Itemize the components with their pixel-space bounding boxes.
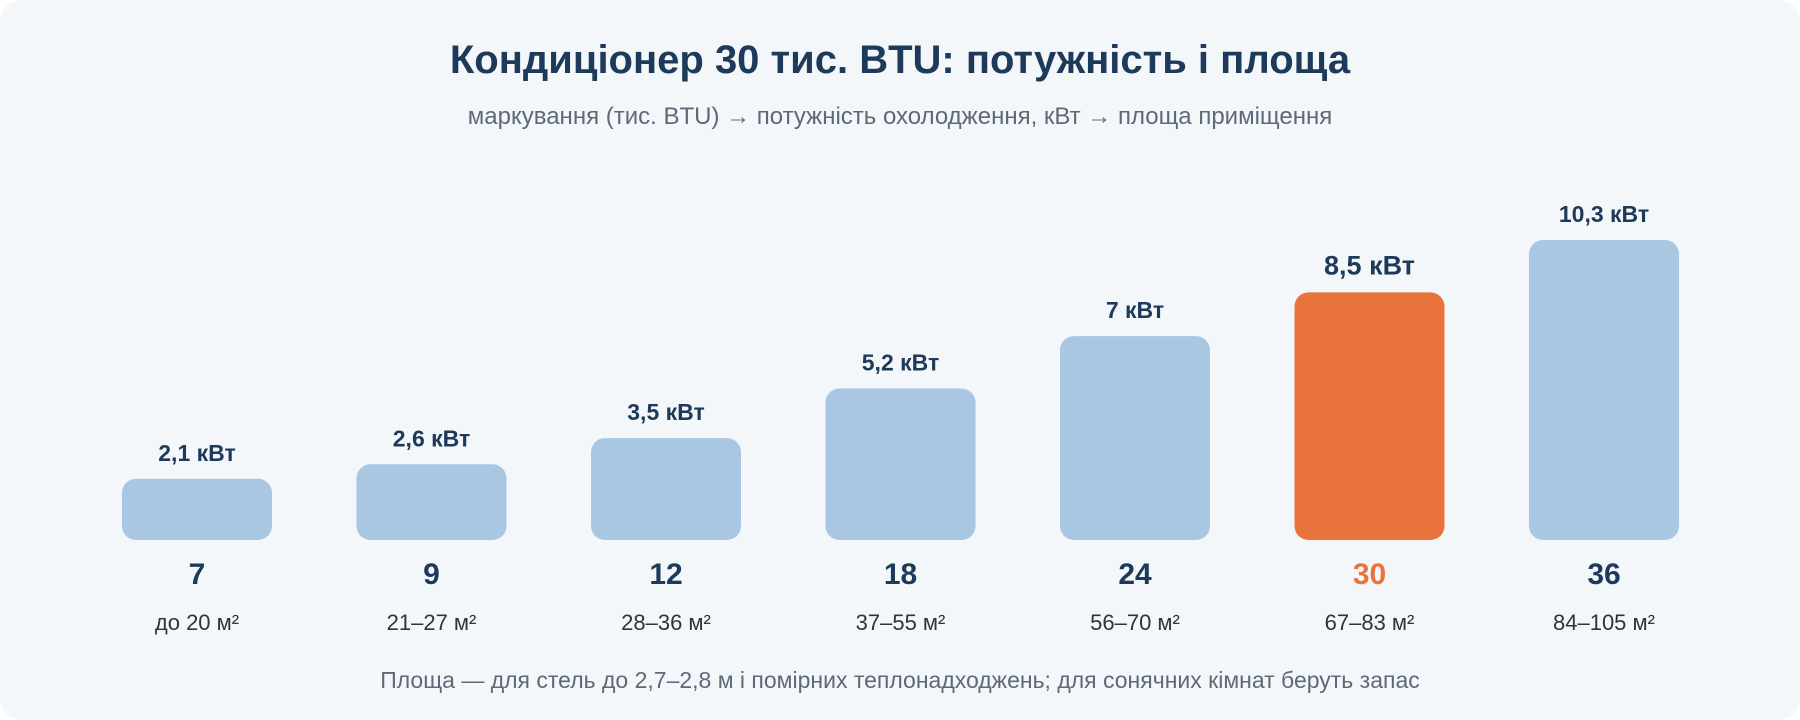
area-label: 28–36 м²: [621, 610, 711, 635]
bar-value-label: 3,5 кВт: [627, 399, 704, 425]
bar-value-label: 8,5 кВт: [1324, 250, 1415, 280]
chart-subtitle: маркування (тис. BTU) → потужність охоло…: [467, 103, 1333, 130]
bar-7: [122, 478, 272, 540]
chart-footnote: Площа — для стель до 2,7–2,8 м і помірни…: [380, 667, 1420, 693]
bar-9: [356, 464, 507, 540]
area-label: 67–83 м²: [1325, 610, 1415, 635]
category-label: 36: [1587, 558, 1620, 591]
bar-36: [1529, 240, 1679, 540]
bar-value-label: 2,6 кВт: [393, 425, 470, 451]
bar-24: [1060, 336, 1210, 540]
area-label: 84–105 м²: [1553, 610, 1655, 635]
bar-12: [591, 438, 741, 540]
bar-30: [1294, 292, 1445, 540]
category-label: 30: [1353, 558, 1386, 591]
category-label: 9: [423, 558, 440, 591]
category-label: 18: [884, 558, 917, 591]
area-label: до 20 м²: [155, 610, 239, 635]
chart-title: Кондиціонер 30 тис. BTU: потужність і пл…: [449, 38, 1351, 82]
category-label: 7: [189, 558, 206, 591]
area-label: 37–55 м²: [856, 610, 946, 635]
bar-value-label: 5,2 кВт: [862, 350, 939, 376]
area-label: 21–27 м²: [387, 610, 477, 635]
bar-value-label: 10,3 кВт: [1559, 201, 1649, 227]
bar-value-label: 2,1 кВт: [158, 440, 235, 466]
bar-value-label: 7 кВт: [1106, 297, 1164, 323]
bar-18: [825, 388, 976, 540]
category-label: 12: [649, 558, 682, 591]
area-label: 56–70 м²: [1090, 610, 1180, 635]
category-label: 24: [1118, 558, 1152, 591]
